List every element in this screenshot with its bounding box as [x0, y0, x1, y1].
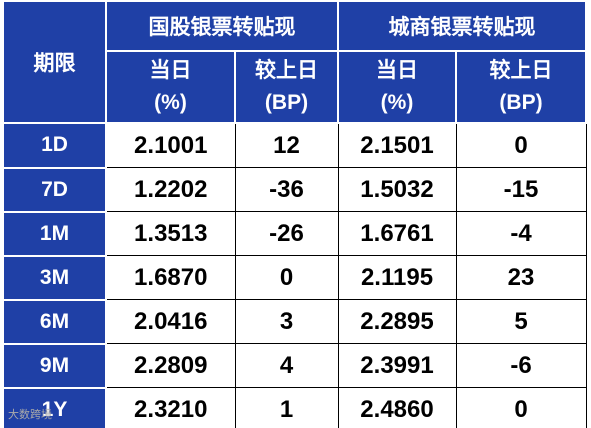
- subheader-line: (%): [154, 91, 187, 114]
- value-cell: 1.5032: [337, 167, 457, 212]
- subheader-line: 当日: [149, 59, 192, 82]
- subheader-line: 较上日: [489, 59, 553, 82]
- data-row: 3M 1.6870 0 2.1195 23: [2, 254, 587, 301]
- value-cell: 1.6761: [337, 211, 457, 256]
- term-cell: 6M: [2, 298, 107, 345]
- value-cell: -26: [234, 211, 339, 256]
- group-header: 国股银票转贴现: [105, 0, 339, 52]
- term-cell: 3M: [2, 254, 107, 301]
- subheader-line: (BP): [264, 91, 309, 114]
- subheader-row: 当日 (%) 较上日 (BP) 当日 (%) 较上日 (BP): [3, 50, 587, 124]
- value-cell: 2.4860: [337, 387, 457, 428]
- value-cell: 0: [234, 255, 339, 300]
- value-cell: -6: [455, 343, 587, 388]
- data-row: 7D 1.2202 -36 1.5032 -15: [2, 166, 587, 213]
- header-row: 期限 国股银票转贴现 城商银票转贴现: [2, 0, 587, 124]
- term-header: 期限: [2, 0, 107, 124]
- subheader-cell: 较上日 (BP): [234, 50, 339, 124]
- value-cell: 3: [234, 299, 339, 344]
- data-row: 1M 1.3513 -26 1.6761 -4: [2, 210, 587, 257]
- data-row: 1Y 2.3210 1 2.4860 0: [2, 386, 587, 428]
- term-cell: 9M: [2, 342, 107, 389]
- subheader-line: (BP): [499, 91, 543, 114]
- subheader-line: (%): [380, 91, 414, 114]
- value-cell: 5: [455, 299, 587, 344]
- value-cell: 2.1195: [337, 255, 457, 300]
- value-cell: 2.1501: [337, 122, 457, 168]
- value-cell: -4: [455, 211, 587, 256]
- value-cell: 1.6870: [105, 255, 236, 300]
- value-cell: 12: [234, 122, 339, 168]
- value-cell: 2.0416: [105, 299, 236, 344]
- data-row: 9M 2.2809 4 2.3991 -6: [2, 342, 587, 389]
- data-row: 6M 2.0416 3 2.2895 5: [2, 298, 587, 345]
- term-cell: 1Y: [2, 386, 107, 428]
- value-cell: -15: [455, 167, 587, 212]
- subheader-cell: 当日 (%): [337, 50, 457, 124]
- value-cell: 1.3513: [105, 211, 236, 256]
- subheader-line: 较上日: [255, 59, 318, 82]
- value-cell: 2.3210: [105, 387, 236, 428]
- subheader-cell: 当日 (%): [105, 50, 236, 124]
- subheader-line: 当日: [376, 59, 418, 82]
- value-cell: 0: [455, 387, 587, 428]
- term-cell: 1M: [2, 210, 107, 257]
- value-cell: 4: [234, 343, 339, 388]
- value-cell: 2.3991: [337, 343, 457, 388]
- term-cell: 1D: [2, 122, 107, 169]
- value-cell: 2.1001: [105, 122, 236, 168]
- group-header: 城商银票转贴现: [337, 0, 587, 52]
- value-cell: 2.2895: [337, 299, 457, 344]
- watermark: 大数跨境: [8, 409, 52, 421]
- subheader-cell: 较上日 (BP): [455, 50, 587, 124]
- data-row: 1D 2.1001 12 2.1501 0: [2, 122, 587, 169]
- value-cell: 1: [234, 387, 339, 428]
- value-cell: 1.2202: [105, 167, 236, 212]
- term-cell: 7D: [2, 166, 107, 213]
- value-cell: 2.2809: [105, 343, 236, 388]
- value-cell: -36: [234, 167, 339, 212]
- value-cell: 23: [455, 255, 587, 300]
- value-cell: 0: [455, 122, 587, 168]
